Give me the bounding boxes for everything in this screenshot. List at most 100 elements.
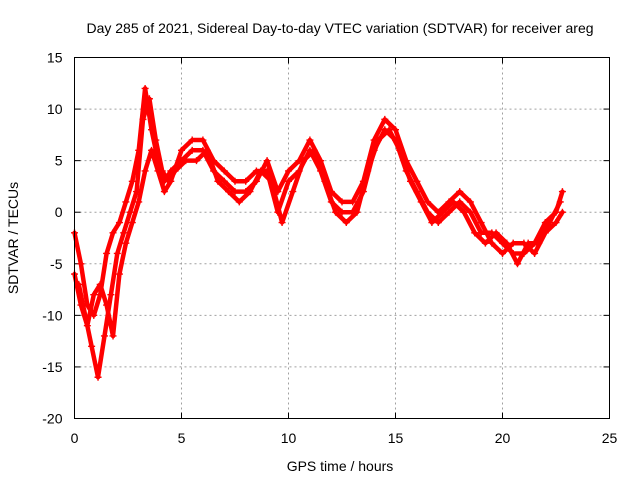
data-point-marker — [115, 219, 123, 227]
data-point-marker — [488, 239, 496, 247]
data-point-marker — [220, 167, 228, 175]
data-point-marker — [531, 249, 539, 257]
data-point-marker — [220, 177, 228, 185]
data-point-marker — [449, 198, 457, 206]
data-point-marker — [139, 115, 147, 123]
series-track — [72, 86, 565, 318]
data-point-marker — [445, 208, 453, 216]
data-point-marker — [481, 239, 489, 247]
data-point-marker — [96, 280, 104, 288]
x-tick-label: 10 — [281, 430, 297, 446]
data-point-marker — [439, 208, 447, 216]
data-point-marker — [477, 229, 485, 237]
data-point-marker — [263, 157, 271, 165]
data-point-marker — [113, 249, 121, 257]
data-point-marker — [257, 167, 265, 175]
data-point-marker — [353, 208, 361, 216]
data-point-marker — [267, 177, 275, 185]
data-point-marker — [338, 198, 346, 206]
data-point-marker — [122, 198, 130, 206]
data-point-marker — [148, 146, 156, 154]
data-point-marker — [466, 198, 474, 206]
data-point-marker — [310, 146, 318, 154]
data-point-marker — [231, 177, 239, 185]
grid-layer — [74, 57, 610, 419]
data-point-marker — [152, 136, 160, 144]
plot-frame — [74, 57, 610, 419]
data-point-marker — [406, 177, 414, 185]
data-point-marker — [145, 95, 153, 103]
x-tick-label: 20 — [495, 430, 511, 446]
data-point-marker — [160, 188, 168, 196]
data-point-marker — [100, 332, 108, 340]
y-tick-label: -15 — [42, 359, 62, 375]
data-point-marker — [477, 219, 485, 227]
data-point-marker — [171, 167, 179, 175]
data-point-marker — [141, 84, 149, 92]
data-point-marker — [158, 167, 166, 175]
y-tick-label: -10 — [42, 307, 62, 323]
data-point-marker — [122, 239, 130, 247]
data-point-marker — [332, 208, 340, 216]
data-point-marker — [299, 157, 307, 165]
data-point-marker — [513, 260, 521, 268]
x-axis-label: GPS time / hours — [287, 458, 394, 474]
data-point-marker — [214, 177, 222, 185]
data-point-marker — [552, 219, 560, 227]
chart-title: Day 285 of 2021, Sidereal Day-to-day VTE… — [86, 20, 593, 36]
data-point-marker — [120, 229, 128, 237]
data-point-marker — [75, 280, 83, 288]
data-point-marker — [535, 239, 543, 247]
data-point-marker — [109, 332, 117, 340]
data-point-marker — [460, 208, 468, 216]
data-point-marker — [188, 146, 196, 154]
data-point-marker — [524, 239, 532, 247]
data-point-marker — [321, 177, 329, 185]
data-point-marker — [285, 167, 292, 175]
data-point-marker — [374, 136, 382, 144]
y-tick-label: 10 — [47, 101, 63, 117]
x-tick-label: 25 — [602, 430, 618, 446]
data-point-marker — [192, 157, 200, 165]
data-point-marker — [188, 136, 196, 144]
y-tick-label: 0 — [55, 204, 63, 220]
data-point-marker — [107, 291, 115, 299]
data-point-marker — [285, 177, 292, 185]
series-track — [76, 96, 563, 380]
data-point-marker — [203, 146, 211, 154]
data-point-marker — [178, 146, 185, 154]
y-tick-label: -20 — [42, 411, 62, 427]
data-point-marker — [509, 239, 517, 247]
data-point-marker — [546, 219, 554, 227]
x-tick-label: 5 — [178, 430, 186, 446]
data-point-marker — [231, 188, 239, 196]
data-point-marker — [556, 198, 564, 206]
data-point-marker — [235, 198, 243, 206]
data-point-marker — [77, 260, 85, 268]
data-point-marker — [88, 342, 96, 350]
data-point-marker — [417, 198, 425, 206]
data-point-marker — [381, 115, 389, 123]
data-point-marker — [141, 167, 149, 175]
data-point-marker — [385, 126, 393, 134]
series-layer — [71, 84, 566, 381]
data-point-marker — [109, 229, 117, 237]
data-point-marker — [456, 188, 464, 196]
data-point-marker — [558, 188, 566, 196]
data-point-marker — [492, 229, 500, 237]
data-point-marker — [289, 188, 297, 196]
data-point-marker — [128, 219, 136, 227]
data-point-marker — [338, 208, 346, 216]
data-point-marker — [94, 373, 102, 381]
data-point-marker — [278, 219, 286, 227]
data-point-marker — [246, 188, 254, 196]
y-tick-label: 15 — [47, 50, 63, 66]
y-axis-label: SDTVAR / TECUs — [5, 182, 21, 294]
data-point-marker — [503, 239, 511, 247]
y-tick-label: -5 — [50, 256, 63, 272]
data-point-marker — [126, 208, 134, 216]
data-point-marker — [128, 177, 136, 185]
data-point-marker — [392, 126, 399, 134]
data-point-marker — [471, 229, 479, 237]
